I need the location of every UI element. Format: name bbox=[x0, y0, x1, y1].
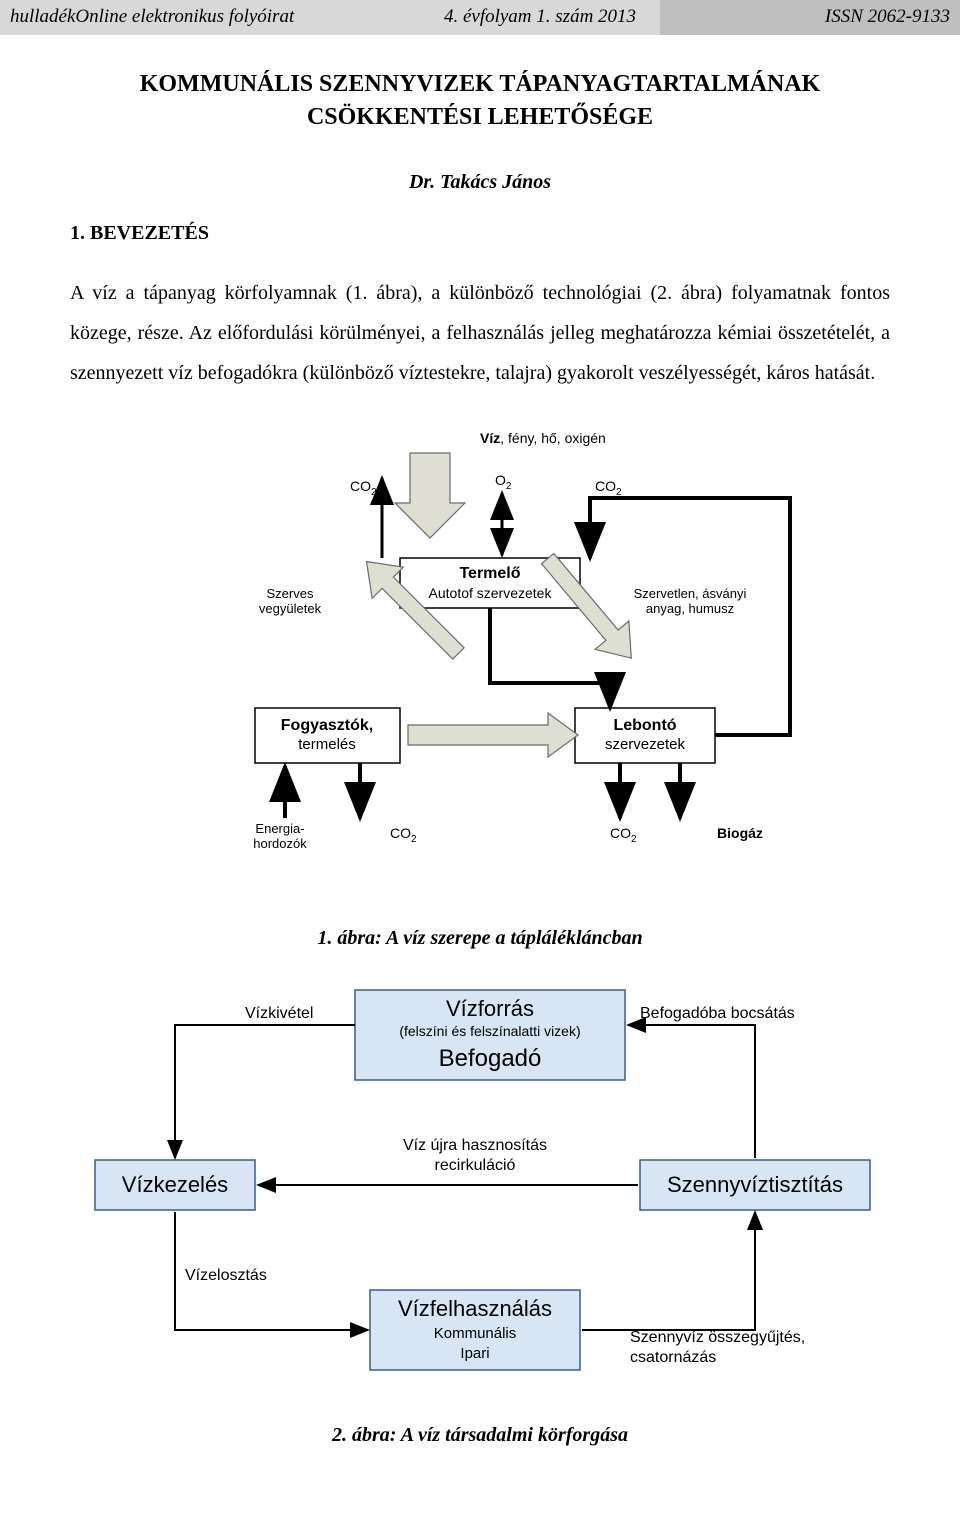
fig1-viz-label: Víz bbox=[480, 430, 500, 446]
fig1-co2-right: CO bbox=[595, 478, 616, 494]
fig1-top-rest: , fény, hő, oxigén bbox=[500, 430, 606, 446]
svg-text:CO2: CO2 bbox=[350, 478, 377, 498]
block-arrow-down-icon bbox=[395, 453, 465, 538]
reuse-l1: Víz újra hasznosítás bbox=[403, 1137, 547, 1154]
figure-2-diagram: Vízforrás (felszíni és felszínalatti viz… bbox=[70, 980, 890, 1400]
journal-name: hulladékOnline elektronikus folyóirat bbox=[0, 0, 420, 35]
svg-text:Víz, fény, hő, oxigén: Víz, fény, hő, oxigén bbox=[480, 430, 606, 446]
article-title-line2: CSÖKKENTÉSI LEHETŐSÉGE bbox=[70, 104, 890, 131]
consumers-title: Fogyasztók, bbox=[281, 717, 373, 734]
fig1-co2-left: CO bbox=[350, 478, 371, 494]
extraction-label: Vízkivétel bbox=[245, 1005, 313, 1022]
source-l1: Vízforrás bbox=[446, 996, 534, 1021]
journal-issue: 4. évfolyam 1. szám 2013 bbox=[420, 0, 660, 35]
discharge-label: Befogadóba bocsátás bbox=[640, 1005, 795, 1022]
use-l1: Vízfelhasználás bbox=[398, 1296, 552, 1321]
decomposers-title: Lebontó bbox=[613, 717, 676, 734]
figure-1-diagram: Víz, fény, hő, oxigén CO2 O2 CO2 Termelő… bbox=[70, 423, 890, 903]
svg-text:CO2: CO2 bbox=[595, 478, 622, 498]
energy-l1: Energia- bbox=[255, 821, 304, 836]
fig1-bottom-co2-a: CO bbox=[390, 825, 411, 841]
reuse-l2: recirkuláció bbox=[435, 1157, 516, 1174]
consumers-sub: termelés bbox=[298, 736, 356, 753]
collection-l1: Szennyvíz összegyűjtés, bbox=[630, 1329, 805, 1346]
source-l2: (felszíni és felszínalatti vizek) bbox=[399, 1023, 580, 1039]
figure-1-caption: 1. ábra: A víz szerepe a táplálékláncban bbox=[70, 927, 890, 950]
author-name: Dr. Takács János bbox=[70, 171, 890, 194]
source-l3: Befogadó bbox=[439, 1045, 542, 1072]
producer-title: Termelő bbox=[459, 565, 520, 582]
use-l3: Ipari bbox=[460, 1345, 489, 1362]
svg-text:CO2: CO2 bbox=[390, 825, 417, 845]
decomposers-sub: szervezetek bbox=[605, 736, 686, 753]
block-arrow-right-icon bbox=[408, 713, 578, 757]
inorganic-l2: anyag, humusz bbox=[646, 601, 734, 616]
distribution-label: Vízelosztás bbox=[185, 1267, 267, 1284]
use-l2: Kommunális bbox=[434, 1325, 517, 1342]
inorganic-l1: Szervetlen, ásványi bbox=[634, 586, 747, 601]
producer-sub: Autotof szervezetek bbox=[429, 585, 553, 601]
organic-l1: Szerves bbox=[267, 586, 314, 601]
journal-issn: ISSN 2062-9133 bbox=[660, 0, 960, 35]
article-title-line1: KOMMUNÁLIS SZENNYVIZEK TÁPANYAGTARTALMÁN… bbox=[70, 71, 890, 98]
energy-l2: hordozók bbox=[253, 836, 307, 851]
fig1-bottom-co2-b: CO bbox=[610, 825, 631, 841]
fig1-o2: O bbox=[495, 472, 506, 488]
figure-2-caption: 2. ábra: A víz társadalmi körforgása bbox=[70, 1424, 890, 1447]
collection-l2: csatornázás bbox=[630, 1349, 716, 1366]
journal-header: hulladékOnline elektronikus folyóirat 4.… bbox=[0, 0, 960, 35]
wastewater-treatment-label: Szennyvíztisztítás bbox=[667, 1172, 843, 1197]
svg-text:CO2: CO2 bbox=[610, 825, 637, 845]
section-1-heading: 1. BEVEZETÉS bbox=[70, 222, 890, 245]
treatment-label: Vízkezelés bbox=[122, 1172, 228, 1197]
intro-paragraph: A víz a tápanyag körfolyamnak (1. ábra),… bbox=[70, 273, 890, 393]
biogas-label: Biogáz bbox=[717, 825, 763, 841]
svg-text:O2: O2 bbox=[495, 472, 512, 492]
organic-l2: vegyületek bbox=[259, 601, 322, 616]
